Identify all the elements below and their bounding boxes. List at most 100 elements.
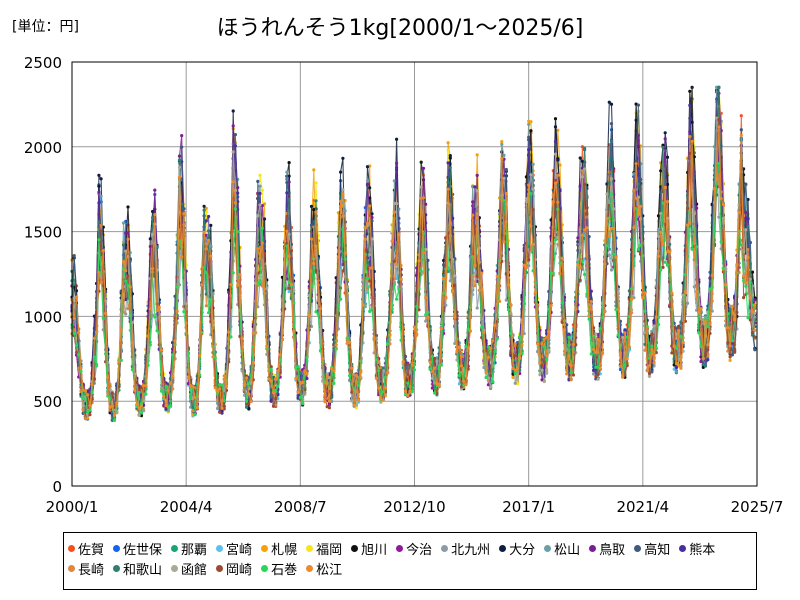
data-point: [233, 144, 237, 148]
data-point: [556, 128, 560, 132]
data-point: [419, 160, 423, 164]
data-point: [636, 103, 641, 107]
data-point: [180, 145, 184, 149]
data-point: [715, 97, 719, 101]
data-point: [151, 216, 155, 220]
data-point: [527, 135, 531, 139]
data-point: [502, 153, 506, 157]
data-point: [126, 205, 130, 209]
data-point: [746, 217, 750, 221]
data-point: [446, 161, 450, 165]
data-point: [269, 398, 273, 403]
data-point: [529, 120, 533, 124]
data-point: [381, 366, 385, 370]
data-point: [180, 134, 184, 138]
data-point: [750, 270, 755, 274]
data-point: [692, 285, 696, 289]
data-point: [124, 219, 128, 223]
data-point: [636, 167, 641, 171]
data-point: [209, 223, 213, 227]
data-point: [672, 367, 676, 371]
data-point: [448, 166, 452, 170]
data-point: [607, 253, 611, 257]
data-point: [592, 368, 596, 372]
data-point: [553, 117, 558, 121]
data-point: [607, 181, 611, 185]
data-point: [191, 409, 195, 413]
data-point: [446, 141, 450, 145]
data-point: [97, 190, 101, 194]
data-point: [569, 378, 573, 382]
data-point: [258, 173, 262, 177]
data-point: [202, 204, 206, 208]
data-point: [204, 219, 208, 223]
data-point: [739, 114, 743, 118]
data-point: [652, 321, 656, 325]
data-point: [475, 173, 479, 177]
data-point: [121, 243, 126, 247]
data-point: [688, 89, 692, 93]
data-point: [202, 208, 206, 212]
data-point: [748, 262, 752, 266]
unit-label: [単位：円]: [12, 19, 79, 35]
data-point: [746, 224, 750, 229]
data-point: [583, 146, 587, 150]
data-point: [739, 128, 743, 132]
data-point: [99, 223, 103, 227]
data-point: [260, 188, 264, 192]
data-point: [287, 174, 291, 178]
data-point: [592, 362, 596, 366]
data-point: [153, 188, 157, 192]
data-point: [97, 201, 101, 205]
data-point: [580, 159, 585, 163]
data-point: [500, 140, 504, 144]
data-point: [686, 301, 690, 305]
data-point: [576, 236, 580, 240]
data-point: [580, 145, 585, 149]
data-point: [177, 165, 182, 169]
data-point: [527, 122, 531, 126]
data-point: [661, 145, 665, 149]
data-point: [690, 85, 694, 89]
data-point: [395, 166, 399, 170]
data-point: [177, 158, 182, 162]
data-point: [558, 188, 562, 192]
data-point: [753, 348, 757, 352]
data-point: [744, 182, 748, 186]
data-point: [592, 372, 596, 376]
data-point: [753, 298, 757, 302]
data-point: [609, 122, 614, 126]
data-point: [285, 191, 289, 195]
data-point: [553, 125, 558, 129]
data-point: [365, 182, 370, 186]
data-point: [72, 254, 76, 258]
data-point: [207, 229, 211, 233]
data-point: [609, 102, 614, 106]
data-point: [231, 109, 235, 113]
data-point: [97, 220, 101, 224]
data-point: [728, 307, 732, 311]
data-point: [665, 200, 670, 204]
data-point: [665, 155, 670, 159]
data-point: [233, 133, 237, 137]
data-point: [204, 304, 208, 308]
data-point: [663, 131, 667, 135]
data-point: [444, 303, 448, 307]
series-lines: [70, 85, 757, 422]
data-point: [368, 186, 372, 190]
data-point: [395, 161, 399, 165]
data-point: [475, 153, 479, 157]
data-point: [511, 375, 515, 379]
data-point: [126, 231, 130, 235]
data-point: [717, 85, 721, 89]
data-point: [99, 177, 103, 181]
data-point: [504, 167, 508, 172]
data-point: [688, 103, 692, 107]
data-point: [339, 170, 343, 174]
data-point: [529, 129, 533, 133]
data-point: [578, 156, 582, 160]
data-point: [312, 168, 316, 172]
data-point: [688, 135, 692, 139]
data-point: [370, 215, 374, 220]
